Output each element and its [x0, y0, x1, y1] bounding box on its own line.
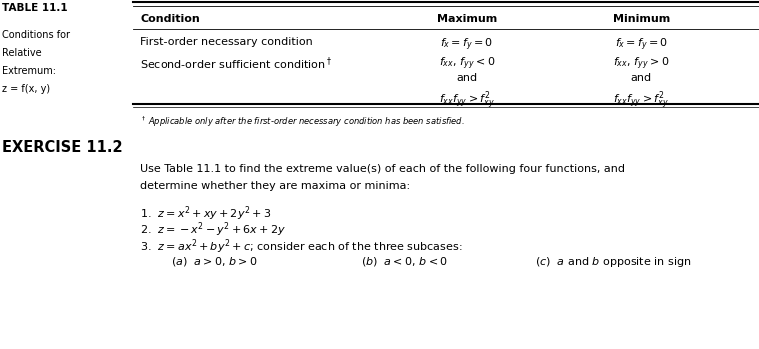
Text: determine whether they are maxima or minima:: determine whether they are maxima or min… [140, 181, 411, 191]
Text: Relative: Relative [2, 48, 41, 58]
Text: $f_{xx} f_{yy} > f_{xy}^2$: $f_{xx} f_{yy} > f_{xy}^2$ [439, 90, 495, 112]
Text: Extremum:: Extremum: [2, 66, 55, 76]
Text: $f_x = f_y = 0$: $f_x = f_y = 0$ [440, 37, 493, 53]
Text: and: and [456, 73, 477, 83]
Text: z = f(x, y): z = f(x, y) [2, 84, 49, 94]
Text: Conditions for: Conditions for [2, 30, 70, 40]
Text: $(b)$  $a < 0,\, b < 0$: $(b)$ $a < 0,\, b < 0$ [361, 255, 448, 268]
Text: Condition: Condition [140, 14, 200, 24]
Text: Second-order sufficient condition$^\dagger$: Second-order sufficient condition$^\dagg… [140, 56, 332, 73]
Text: 3.  $z = ax^2 + by^2 + c$; consider each of the three subcases:: 3. $z = ax^2 + by^2 + c$; consider each … [140, 237, 463, 256]
Text: $f_{xx},\, f_{yy} < 0$: $f_{xx},\, f_{yy} < 0$ [439, 56, 495, 72]
Text: $f_{xx} f_{yy} > f_{xy}^2$: $f_{xx} f_{yy} > f_{xy}^2$ [613, 90, 669, 112]
Text: $f_{xx},\, f_{yy} > 0$: $f_{xx},\, f_{yy} > 0$ [613, 56, 669, 72]
Text: Use Table 11.1 to find the extreme value(s) of each of the following four functi: Use Table 11.1 to find the extreme value… [140, 164, 625, 174]
Text: 2.  $z = -x^2 - y^2 + 6x + 2y$: 2. $z = -x^2 - y^2 + 6x + 2y$ [140, 221, 286, 239]
Text: $f_x = f_y = 0$: $f_x = f_y = 0$ [615, 37, 668, 53]
Text: First-order necessary condition: First-order necessary condition [140, 37, 313, 47]
Text: and: and [631, 73, 652, 83]
Text: 1.  $z = x^2 + xy + 2y^2 + 3$: 1. $z = x^2 + xy + 2y^2 + 3$ [140, 204, 272, 223]
Text: EXERCISE 11.2: EXERCISE 11.2 [2, 140, 122, 155]
Text: Minimum: Minimum [613, 14, 670, 24]
Text: $(c)$  $a$ and $b$ opposite in sign: $(c)$ $a$ and $b$ opposite in sign [535, 255, 691, 269]
Text: TABLE 11.1: TABLE 11.1 [2, 3, 67, 14]
Text: $(a)$  $a > 0,\, b > 0$: $(a)$ $a > 0,\, b > 0$ [171, 255, 257, 268]
Text: $^\dagger$ Applicable only after the first-order necessary condition has been sa: $^\dagger$ Applicable only after the fir… [140, 114, 465, 129]
Text: Maximum: Maximum [436, 14, 497, 24]
